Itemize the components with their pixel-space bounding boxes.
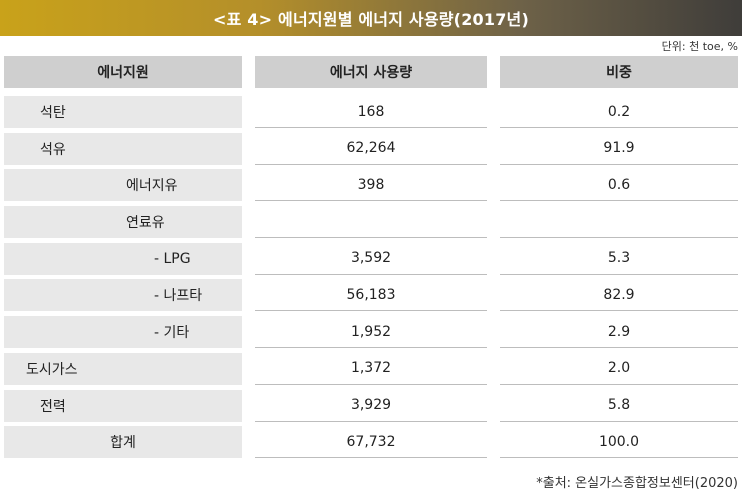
row-usage: 1,952 bbox=[255, 316, 487, 349]
table-row: 연료유 bbox=[0, 206, 742, 243]
row-label: - 나프타 bbox=[4, 279, 242, 312]
row-usage: 67,732 bbox=[255, 426, 487, 459]
table-row: 석탄 168 0.2 bbox=[0, 96, 742, 133]
header-energy-usage: 에너지 사용량 bbox=[255, 56, 487, 88]
row-label: 석탄 bbox=[4, 96, 242, 128]
table-row: 도시가스 1,372 2.0 bbox=[0, 352, 742, 390]
row-usage: 3,592 bbox=[255, 243, 487, 275]
row-usage: 56,183 bbox=[255, 279, 487, 312]
row-usage bbox=[255, 206, 487, 239]
row-share: 0.2 bbox=[500, 96, 738, 128]
table-row: - LPG 3,592 5.3 bbox=[0, 242, 742, 280]
table-row: 석유 62,264 91.9 bbox=[0, 132, 742, 170]
row-label: 도시가스 bbox=[4, 352, 242, 385]
row-label: 에너지유 bbox=[4, 169, 242, 202]
table-row: - 기타 1,952 2.9 bbox=[0, 316, 742, 353]
energy-table: 에너지원 에너지 사용량 비중 석탄 168 0.2 석유 62,264 91.… bbox=[0, 56, 742, 459]
table-title: <표 4> 에너지원별 에너지 사용량(2017년) bbox=[213, 10, 529, 29]
row-share: 0.6 bbox=[500, 169, 738, 202]
row-label: 합계 bbox=[4, 426, 242, 459]
row-label: 석유 bbox=[4, 132, 242, 165]
row-label: - LPG bbox=[4, 242, 242, 275]
table-row: - 나프타 56,183 82.9 bbox=[0, 279, 742, 316]
header-energy-source: 에너지원 bbox=[4, 56, 242, 88]
row-label: 연료유 bbox=[4, 206, 242, 239]
row-usage: 1,372 bbox=[255, 353, 487, 385]
row-label: 전력 bbox=[4, 389, 242, 422]
row-share: 2.9 bbox=[500, 316, 738, 349]
table-row-total: 합계 67,732 100.0 bbox=[0, 426, 742, 463]
row-usage: 62,264 bbox=[255, 133, 487, 165]
unit-note: 단위: 천 toe, % bbox=[661, 40, 738, 53]
header-share: 비중 bbox=[500, 56, 738, 88]
row-share: 5.3 bbox=[500, 243, 738, 275]
table-body: 석탄 168 0.2 석유 62,264 91.9 에너지유 398 0.6 연… bbox=[0, 96, 742, 463]
row-share: 2.0 bbox=[500, 353, 738, 385]
row-usage: 3,929 bbox=[255, 390, 487, 422]
row-share: 82.9 bbox=[500, 279, 738, 312]
table-title-bar: <표 4> 에너지원별 에너지 사용량(2017년) bbox=[0, 0, 742, 36]
row-share: 100.0 bbox=[500, 426, 738, 459]
table-row: 전력 3,929 5.8 bbox=[0, 389, 742, 427]
row-share bbox=[500, 206, 738, 239]
row-usage: 168 bbox=[255, 96, 487, 128]
table-row: 에너지유 398 0.6 bbox=[0, 169, 742, 206]
row-share: 5.8 bbox=[500, 390, 738, 422]
row-usage: 398 bbox=[255, 169, 487, 202]
source-note: *출처: 온실가스종합정보센터(2020) bbox=[536, 476, 738, 491]
row-label: - 기타 bbox=[4, 316, 242, 349]
table-header-row: 에너지원 에너지 사용량 비중 bbox=[0, 56, 742, 88]
row-share: 91.9 bbox=[500, 133, 738, 165]
